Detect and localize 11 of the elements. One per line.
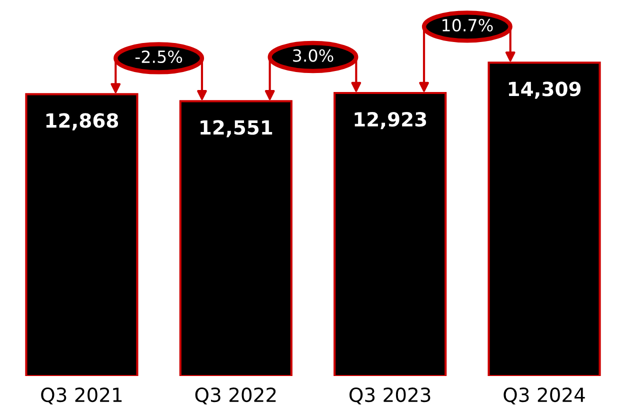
data-label: 12,868 bbox=[46, 113, 118, 130]
text: 3.0% bbox=[293, 49, 334, 62]
x-tick-label: Q3 2023 bbox=[350, 387, 430, 404]
data-label: 12,923 bbox=[354, 112, 426, 130]
annotation: -2.5% bbox=[135, 50, 182, 64]
text: 10.7% bbox=[442, 18, 493, 32]
data-label: 12,551 bbox=[200, 120, 272, 138]
x-tick-label: Q3 2022 bbox=[195, 387, 276, 404]
data-label: 14,309 bbox=[508, 82, 581, 99]
x-tick-label: Q3 2021 bbox=[41, 387, 122, 404]
x-tick-label: Q3 2024 bbox=[504, 387, 585, 404]
